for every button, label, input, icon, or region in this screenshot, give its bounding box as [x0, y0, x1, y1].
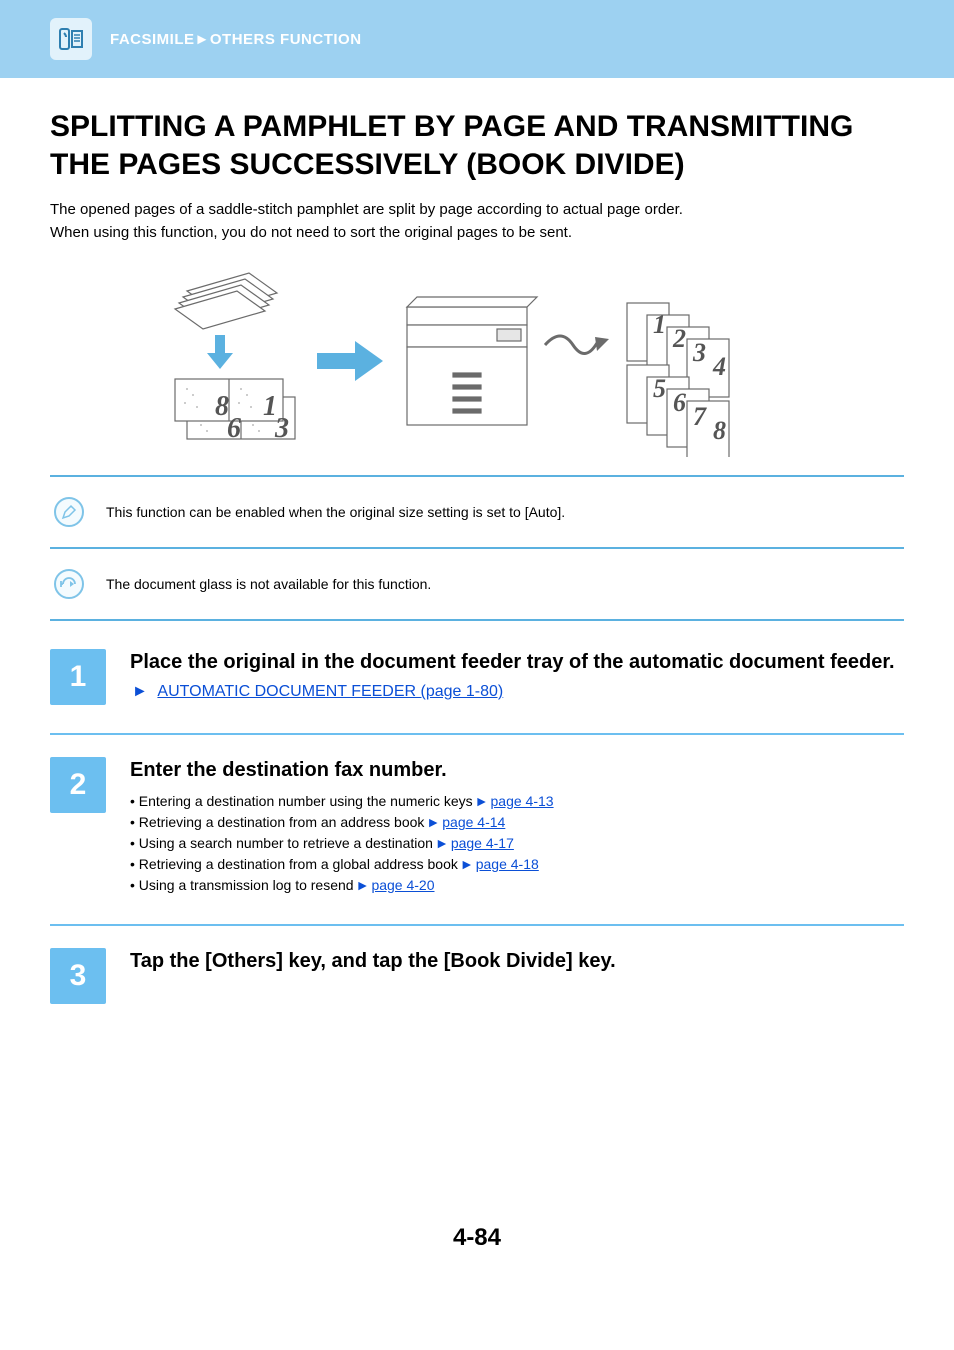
list-item: Using a search number to retrieve a dest… [130, 833, 904, 854]
list-item: Using a transmission log to resend►page … [130, 875, 904, 896]
divider [50, 619, 904, 621]
page-link[interactable]: page 4-20 [371, 877, 434, 893]
out-page-2: 2 [672, 324, 686, 353]
page-link[interactable]: page 4-14 [442, 814, 505, 830]
page-link[interactable]: page 4-17 [451, 835, 514, 851]
adf-link[interactable]: AUTOMATIC DOCUMENT FEEDER (page 1-80) [157, 683, 503, 700]
breadcrumb-left: FACSIMILE [110, 31, 195, 48]
note-prohibit: The document glass is not available for … [50, 549, 904, 619]
step-number-1: 1 [50, 649, 106, 705]
steps: 1 Place the original in the document fee… [50, 649, 904, 1004]
breadcrumb-right: OTHERS FUNCTION [210, 31, 362, 48]
intro-line-2: When using this function, you do not nee… [50, 222, 904, 243]
link-arrow-icon: ► [475, 793, 489, 809]
list-item: Retrieving a destination from a global a… [130, 854, 904, 875]
note-info: This function can be enabled when the or… [50, 477, 904, 547]
pencil-icon [54, 497, 84, 527]
book-divide-diagram: 8 1 6 3 1 [157, 257, 797, 457]
diagram-page-3: 3 [274, 413, 289, 444]
step-1-link-row: ► AUTOMATIC DOCUMENT FEEDER (page 1-80) [130, 683, 904, 701]
page-title: SPLITTING A PAMPHLET BY PAGE AND TRANSMI… [50, 108, 904, 183]
out-page-7: 7 [693, 402, 707, 431]
step-2-list: Entering a destination number using the … [130, 791, 904, 896]
breadcrumb-sep: ► [195, 31, 210, 48]
note-prohibit-text: The document glass is not available for … [106, 576, 431, 592]
step-3: 3 Tap the [Others] key, and tap the [Boo… [50, 948, 904, 1004]
link-arrow-icon: ► [435, 835, 449, 851]
phone-document-icon [50, 18, 92, 60]
step-2-title: Enter the destination fax number. [130, 757, 904, 783]
out-page-6: 6 [673, 388, 686, 417]
header-bar: FACSIMILE►OTHERS FUNCTION [0, 0, 954, 78]
step-3-title: Tap the [Others] key, and tap the [Book … [130, 948, 904, 974]
page-content: SPLITTING A PAMPHLET BY PAGE AND TRANSMI… [0, 78, 954, 1292]
step-1-title: Place the original in the document feede… [130, 649, 904, 675]
list-item: Entering a destination number using the … [130, 791, 904, 812]
diagram-page-6: 6 [227, 413, 241, 444]
page-number: 4-84 [50, 1224, 904, 1292]
link-arrow-icon: ► [132, 683, 148, 700]
link-arrow-icon: ► [356, 877, 370, 893]
out-page-8: 8 [713, 416, 726, 445]
step-divider [50, 733, 904, 735]
out-page-3: 3 [692, 338, 706, 367]
intro-line-1: The opened pages of a saddle-stitch pamp… [50, 199, 904, 220]
prohibit-icon [54, 569, 84, 599]
step-1: 1 Place the original in the document fee… [50, 649, 904, 705]
step-2: 2 Enter the destination fax number. Ente… [50, 757, 904, 896]
out-page-5: 5 [653, 374, 666, 403]
page-link[interactable]: page 4-18 [476, 856, 539, 872]
breadcrumb: FACSIMILE►OTHERS FUNCTION [110, 31, 362, 48]
out-page-1: 1 [653, 310, 666, 339]
link-arrow-icon: ► [460, 856, 474, 872]
note-info-text: This function can be enabled when the or… [106, 504, 565, 520]
out-page-4: 4 [712, 352, 726, 381]
step-number-2: 2 [50, 757, 106, 813]
list-item: Retrieving a destination from an address… [130, 812, 904, 833]
step-number-3: 3 [50, 948, 106, 1004]
step-divider [50, 924, 904, 926]
intro-text: The opened pages of a saddle-stitch pamp… [50, 199, 904, 243]
page-link[interactable]: page 4-13 [491, 793, 554, 809]
link-arrow-icon: ► [426, 814, 440, 830]
